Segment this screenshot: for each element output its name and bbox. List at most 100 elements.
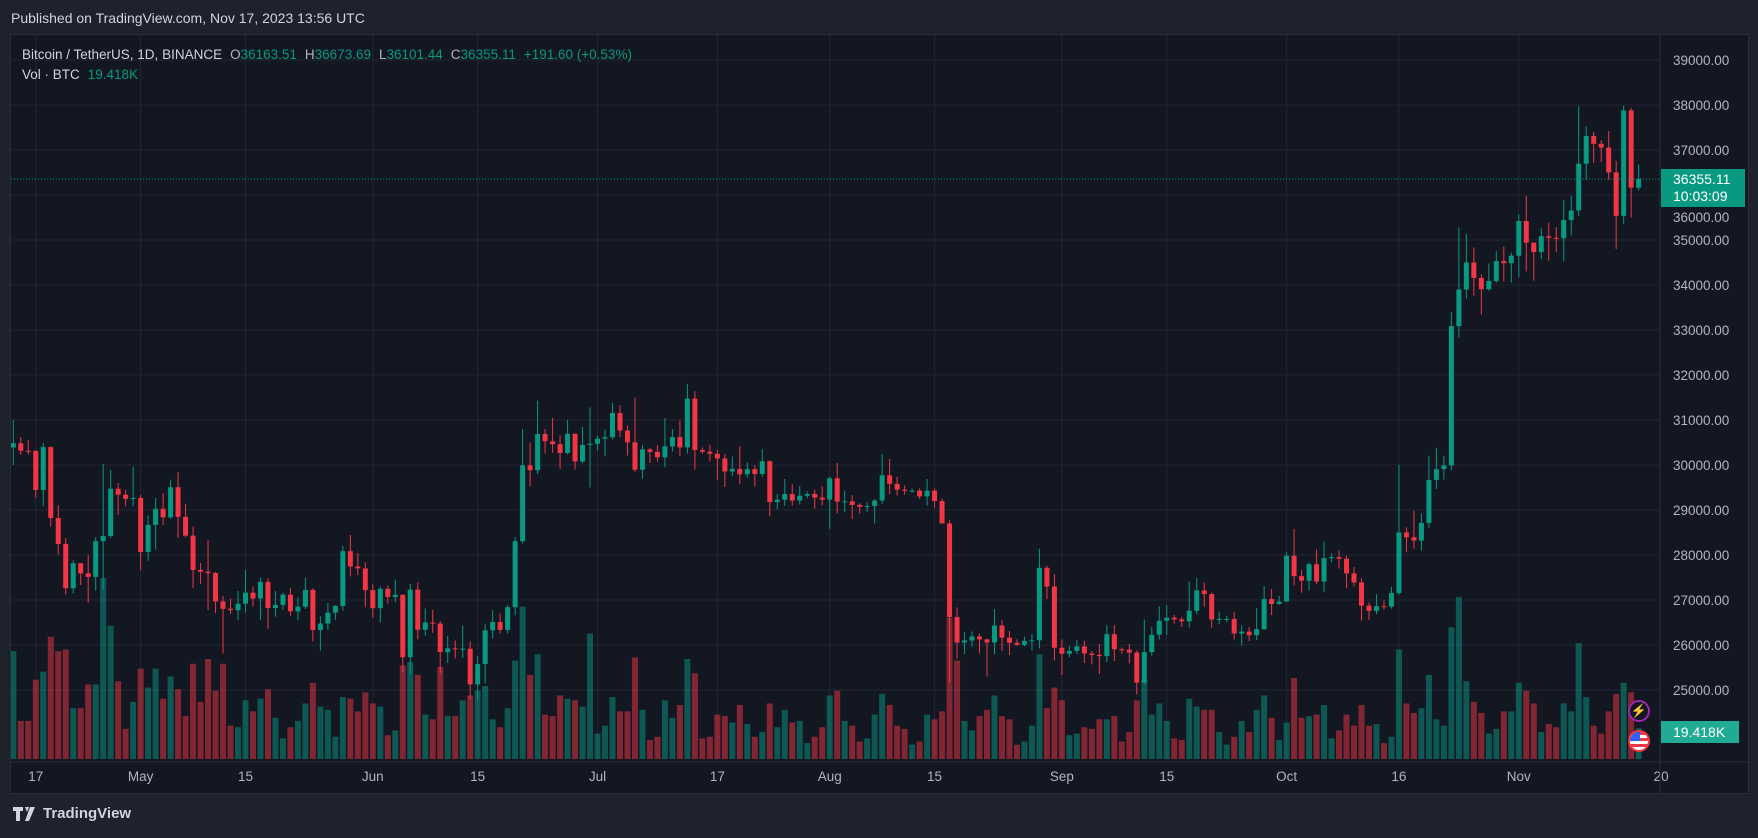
candle-body [984,639,990,643]
volume-bar [1051,687,1058,759]
candle [213,571,219,614]
candle-body [1186,610,1192,622]
candle-body [430,622,436,624]
volume-bar [489,719,496,759]
candle [1074,640,1080,654]
candle [400,594,406,673]
candle [759,449,765,477]
volume-bar [602,725,609,759]
ohlc-legend-row: Bitcoin / TetherUS, 1D, BINANCE O36163.51… [22,45,632,65]
volume-bar [774,727,781,759]
volume-bar [497,727,504,759]
candle-body [684,398,690,448]
candle [887,458,893,495]
candle-body [460,648,466,650]
candle [632,397,638,472]
candle-body [1493,261,1499,281]
volume-bar [1231,736,1238,759]
us-flag-icon[interactable] [1628,730,1650,752]
candle-body [744,469,750,475]
volume-bar [294,720,301,759]
volume-bar [205,659,212,759]
candle [1598,140,1604,163]
volume-bar [122,728,129,759]
candle [894,476,900,496]
candle [1216,611,1222,625]
candle-body [1051,586,1057,648]
candle-body [804,493,810,496]
volume-bar [1111,716,1118,759]
candle [340,546,346,611]
y-tick-label: 39000.00 [1673,53,1729,68]
tradingview-logo[interactable]: TradingView [13,805,131,822]
volume-bar [1583,697,1590,759]
volume-bar [1036,654,1043,759]
candle-body [962,640,968,643]
candle-body [1059,647,1065,654]
candle-body [1546,236,1552,238]
candle-body [954,617,960,643]
candle [565,419,571,455]
candle [377,586,383,623]
candle [872,498,878,524]
volume-bar [17,720,24,759]
candle [1366,602,1372,620]
x-tick-label: Sep [1050,769,1074,784]
volume-bar [1508,711,1515,759]
candle [138,494,144,571]
volume-bar [924,714,931,759]
grid [11,35,1660,762]
candle-body [662,446,668,458]
volume-bar [1545,724,1552,759]
candle [857,503,863,514]
candle-body [782,494,788,500]
candle-body [160,508,166,518]
candle-body [265,581,271,609]
volume-bar [160,698,167,759]
candle-body [580,444,586,462]
volume-bar [197,701,204,759]
candle [355,553,361,576]
volume-bar [1410,712,1417,759]
volume-label[interactable]: Vol · BTC [22,67,80,82]
candle [1344,555,1350,589]
candle-body [385,588,391,597]
candle-body [857,504,863,507]
candle [917,488,923,499]
y-tick-label: 27000.00 [1673,593,1729,608]
candle [767,460,773,517]
symbol-title[interactable]: Bitcoin / TetherUS, 1D, BINANCE [22,47,223,62]
candle-body [115,488,121,495]
candle-body [250,592,256,599]
candle-body [145,524,151,552]
volume-bar [474,690,481,759]
candle-body [932,490,938,501]
candle [460,625,466,658]
candle-body [1441,465,1447,470]
candle-body [1246,631,1252,636]
candle-body [1014,642,1020,645]
volume-bar [1553,727,1560,759]
candle [542,429,548,454]
candle-body [1291,555,1297,577]
candle-body [25,450,31,452]
candle [782,478,788,506]
volume-bar [984,709,990,759]
candle [834,462,840,514]
lightning-icon[interactable]: ⚡ [1628,700,1650,722]
volume-bar [826,695,833,759]
volume-bar [512,660,519,759]
candle-body [999,625,1005,638]
candle [684,383,690,454]
candle [1561,199,1567,262]
volume-bar [1395,649,1402,759]
volume-bar [1403,703,1410,759]
y-tick-label: 26000.00 [1673,638,1729,653]
candle [991,609,997,655]
candle-body [1561,220,1567,239]
candle [1156,606,1162,640]
candle-body [48,447,54,519]
candle-body [1006,637,1012,643]
candle-body [1583,135,1589,164]
